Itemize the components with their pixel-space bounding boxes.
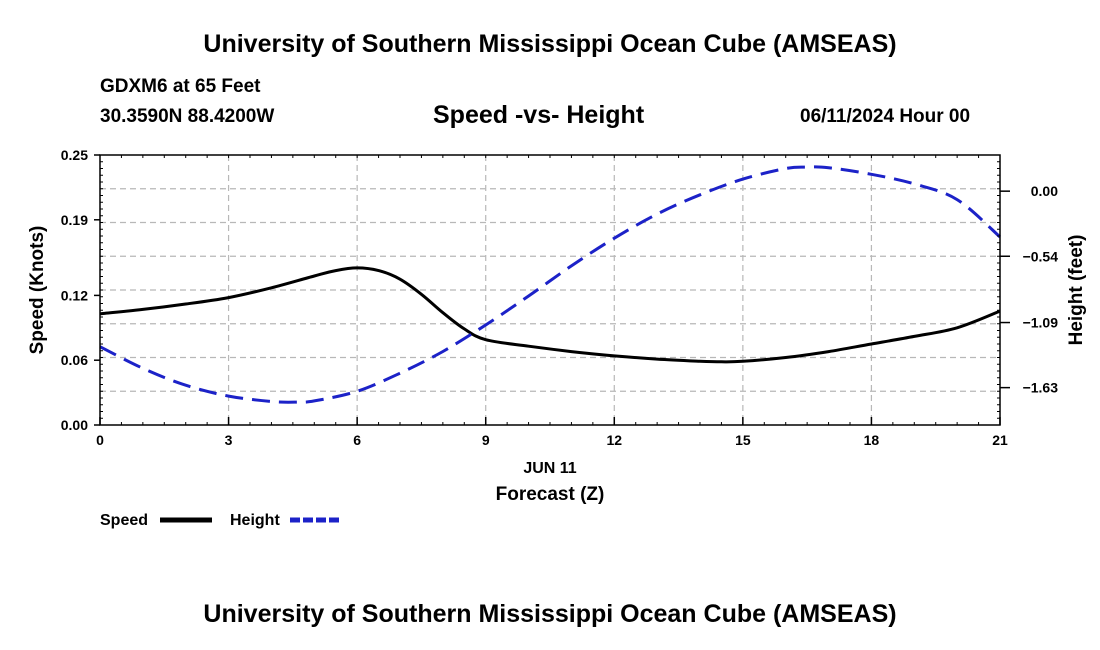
y-left-tick-label: 0.12 [61, 287, 88, 303]
legend-speed-label: Speed [100, 512, 148, 529]
x-tick-label: 3 [225, 432, 233, 448]
y-right-tick-label: −1.09 [1023, 315, 1059, 331]
x-axis-title: Forecast (Z) [496, 484, 605, 505]
x-tick-label: 21 [992, 432, 1008, 448]
y-axis-right-title: Height (feet) [1066, 235, 1087, 346]
y-left-tick-label: 0.19 [61, 212, 88, 228]
station-label: GDXM6 at 65 Feet [100, 76, 261, 97]
x-tick-label: 0 [96, 432, 104, 448]
series-layer [99, 165, 1001, 404]
x-tick-label: 15 [735, 432, 751, 448]
top-title: University of Southern Mississippi Ocean… [203, 30, 897, 58]
y-axis-left-title: Speed (Knots) [27, 226, 48, 355]
legend-height-label: Height [230, 512, 280, 529]
forecast-datetime: 06/11/2024 Hour 00 [800, 106, 971, 127]
legend: Speed Height [100, 512, 342, 529]
x-tick-label: 18 [864, 432, 880, 448]
y-left-tick-label: 0.25 [61, 147, 88, 163]
grid-lines [100, 155, 1000, 425]
x-tick-label: 9 [482, 432, 490, 448]
y-right-tick-label: 0.00 [1031, 183, 1058, 199]
axis-ticks: 0 3 6 9 12 15 18 21 0.00 0.06 0.12 0.19 0.25 0.00 −0.5… [61, 147, 1058, 448]
height-series-line [99, 165, 1001, 404]
speed-height-chart: 0 3 6 9 12 15 18 21 0.00 0.06 0.12 0.19 0.25 0.00 −0.5… [27, 147, 1087, 529]
x-tick-label: 12 [606, 432, 622, 448]
bottom-title: University of Southern Mississippi Ocean… [203, 600, 897, 628]
station-coordinates: 30.3590N 88.4200W [100, 106, 275, 127]
x-axis-date-label: JUN 11 [523, 460, 576, 477]
speed-series-line [99, 266, 1001, 364]
y-right-tick-label: −1.63 [1023, 380, 1059, 396]
chart-title: Speed -vs- Height [433, 101, 645, 129]
y-right-tick-label: −0.54 [1023, 248, 1059, 264]
y-left-tick-label: 0.06 [61, 352, 88, 368]
y-left-tick-label: 0.00 [61, 417, 88, 433]
x-tick-label: 6 [353, 432, 361, 448]
